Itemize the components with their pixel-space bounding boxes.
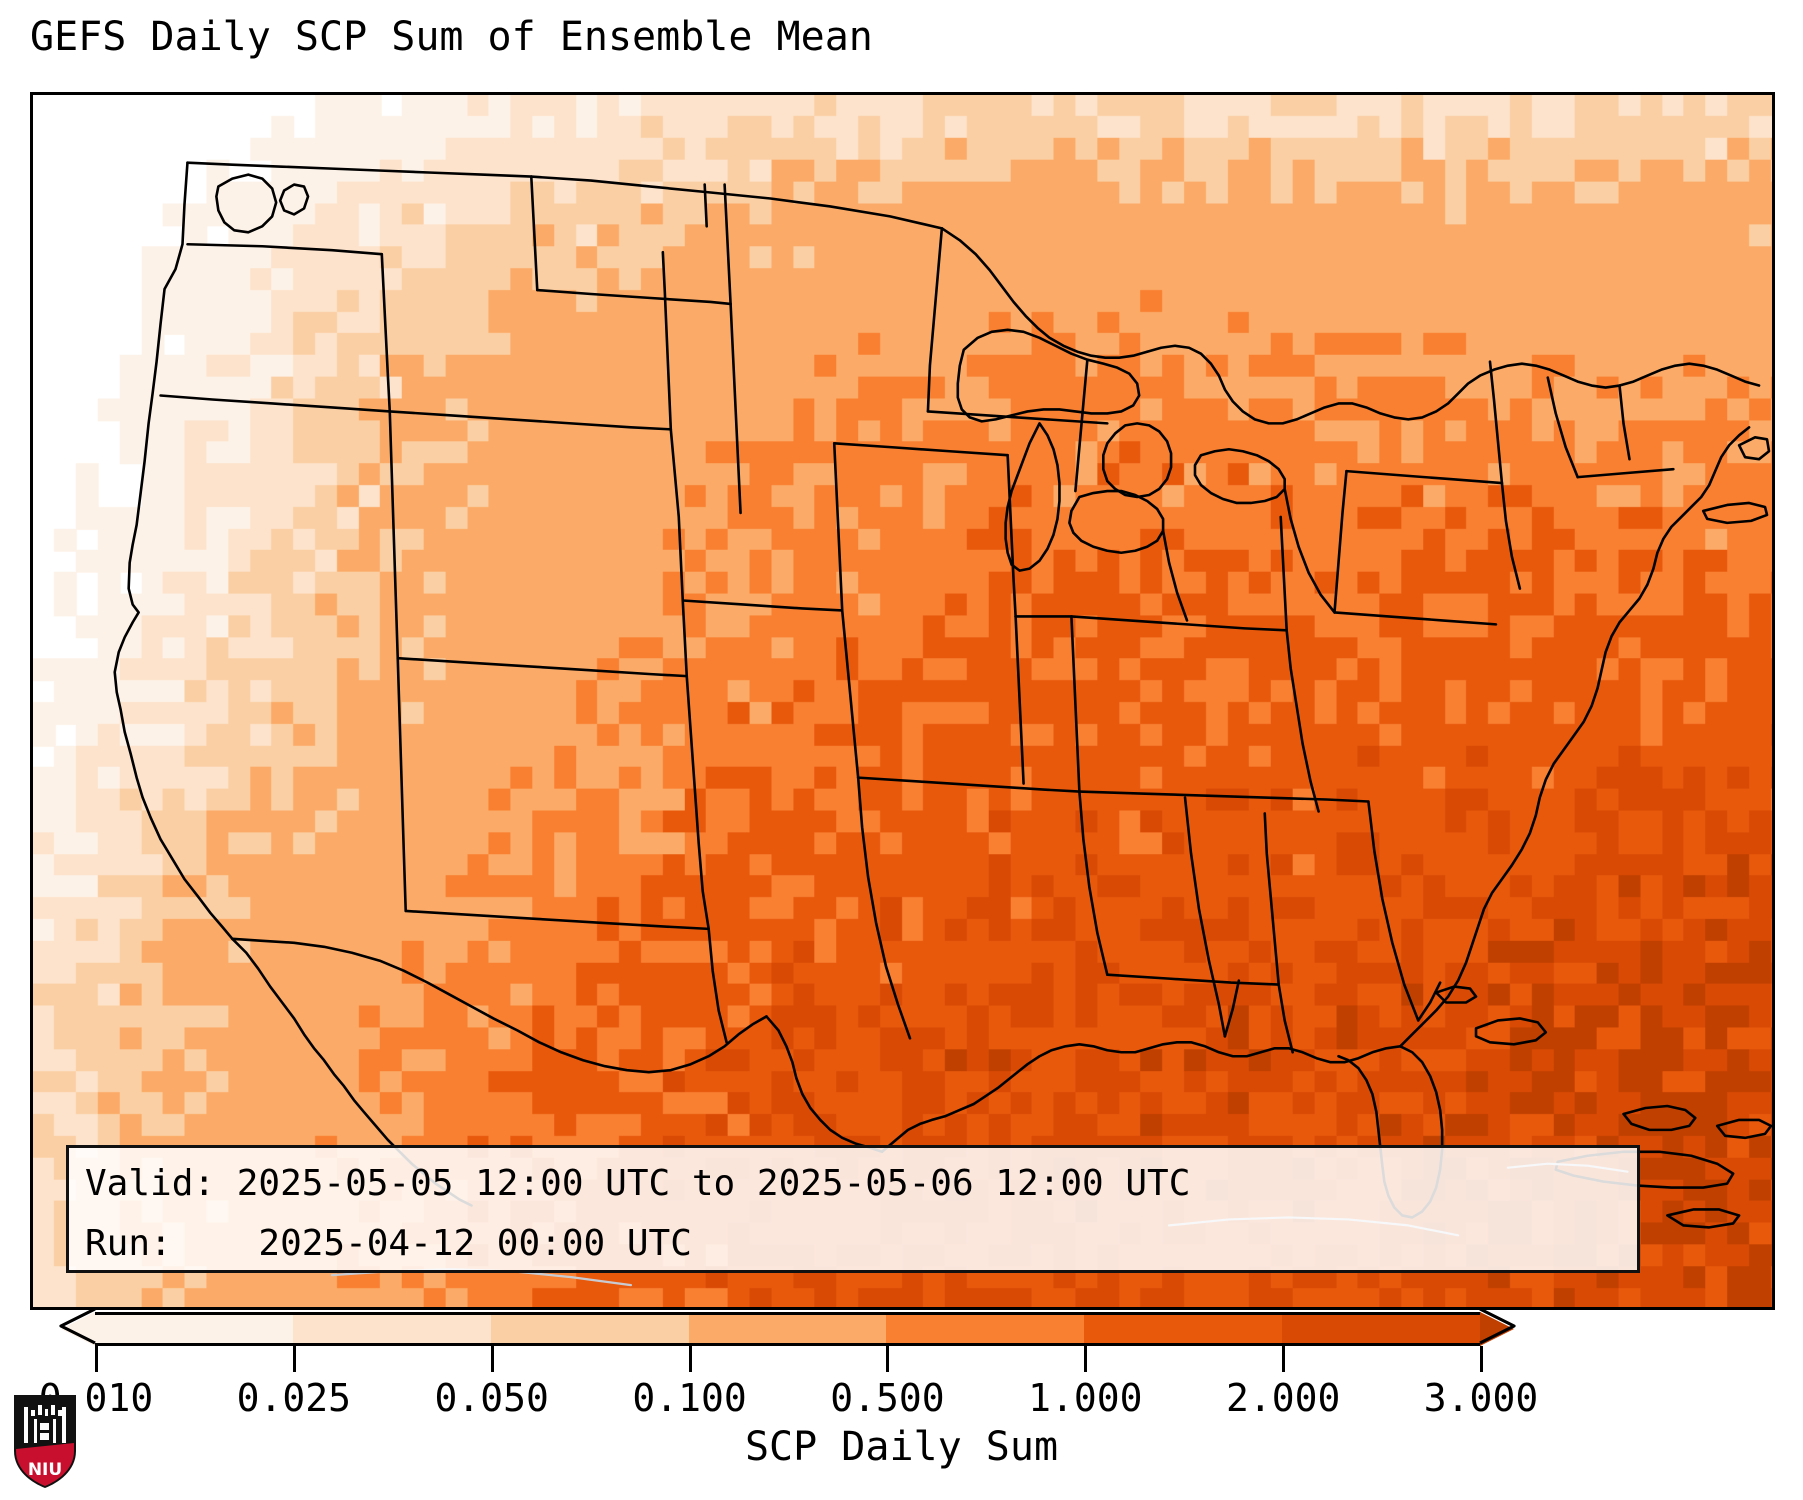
colorbar-tick-label-2: 0.050	[434, 1376, 549, 1420]
colorbar-band-1	[292, 1312, 492, 1346]
forecast-info-box: Valid: 2025-05-05 12:00 UTC to 2025-05-0…	[66, 1145, 1640, 1273]
colorbar-tick-0	[95, 1346, 98, 1372]
niu-logo: NIU	[14, 1395, 76, 1488]
colorbar-tick-2	[490, 1346, 494, 1372]
map-panel	[30, 92, 1775, 1310]
colorbar-band-5	[1084, 1312, 1283, 1346]
colorbar-axis-label: SCP Daily Sum	[744, 1424, 1059, 1470]
colorbar-band-0	[95, 1312, 294, 1346]
niu-logo-text: NIU	[28, 1460, 62, 1480]
colorbar-tick-7	[1480, 1346, 1483, 1372]
colorbar-tick-label-7: 3.000	[1423, 1376, 1539, 1420]
colorbar-tick-label-5: 1.000	[1028, 1376, 1143, 1420]
colorbar-band-3	[688, 1312, 888, 1346]
colorbar-band-6	[1282, 1312, 1481, 1346]
colorbar-tick-label-1: 0.025	[236, 1376, 352, 1420]
colorbar-outline	[95, 1312, 1480, 1346]
colorbar-tick-4	[886, 1346, 890, 1372]
scp-heatmap-canvas	[33, 95, 1772, 1307]
colorbar-arrow-edges	[59, 1307, 1516, 1345]
colorbar-tick-3	[688, 1346, 692, 1372]
colorbar-tick-label-4: 0.500	[830, 1376, 945, 1420]
valid-time-line: Valid: 2025-05-05 12:00 UTC to 2025-05-0…	[85, 1163, 1191, 1204]
colorbar-band-4	[886, 1312, 1085, 1346]
run-time-line: Run: 2025-04-12 00:00 UTC	[85, 1223, 692, 1264]
colorbar-band-2	[490, 1312, 690, 1346]
geography-overlay	[33, 95, 1772, 1307]
colorbar-tick-6	[1282, 1346, 1286, 1372]
colorbar-tick-1	[292, 1346, 296, 1372]
colorbar-tick-label-3: 0.100	[632, 1376, 747, 1420]
colorbar: 0.010 0.025 0.050 0.100 0.500 1.000 2.000 3.000	[0, 1307, 1803, 1420]
page-title: GEFS Daily SCP Sum of Ensemble Mean	[30, 14, 873, 60]
colorbar-tick-5	[1084, 1346, 1088, 1372]
colorbar-bands	[95, 1312, 1481, 1346]
colorbar-tick-label-6: 2.000	[1225, 1376, 1341, 1420]
